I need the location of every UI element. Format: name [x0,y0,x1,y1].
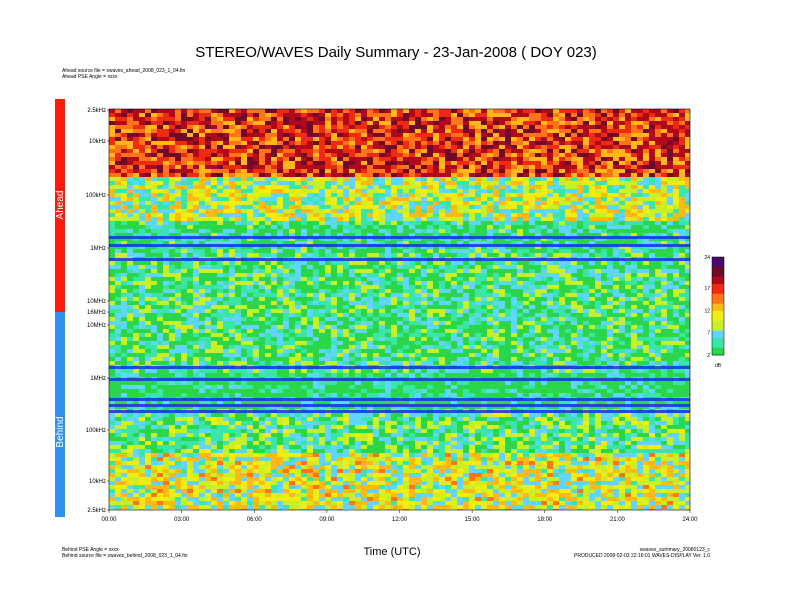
time-tick-0: 00:00 [101,517,117,523]
colorbar-cell-10 [712,281,724,285]
colorbar-cell-38 [712,350,724,354]
colorbar-cell-25 [712,318,724,322]
behind-label: Behind [55,416,66,447]
colorbar-cell-32 [712,335,724,339]
chart-title: STEREO/WAVES Daily Summary - 23-Jan-2008… [195,44,597,61]
colorbar-tick-2: 12 [704,308,710,314]
time-tick-4: 12:00 [392,517,408,523]
colorbar-cell-18 [712,301,724,305]
colorbar-cell-30 [712,330,724,334]
time-tick-6: 18:00 [537,517,553,523]
behind-freq-tick-1: 1MHz [90,376,106,382]
colorbar-cell-9 [712,279,724,282]
colorbar-cell-2 [712,261,724,265]
colorbar-cell-21 [712,308,724,312]
ahead-freq-tick-5: 16MHz [87,310,106,316]
colorbar-cell-17 [712,298,724,302]
x-axis-label: Time (UTC) [363,546,421,558]
colorbar-cell-23 [712,313,724,317]
time-tick-7: 21:00 [610,517,626,523]
colorbar-tick-4: 2 [707,353,710,359]
colorbar-cell-35 [712,342,724,346]
band-line-3 [109,366,690,369]
band-line-1 [109,244,690,247]
colorbar-cell-28 [712,325,724,329]
behind-source-note: Behind source file = swaves_behind_2008_… [62,553,188,559]
time-tick-1: 03:00 [174,517,190,523]
ahead-freq-tick-1: 10kHz [89,139,106,145]
behind-side-bar [55,312,65,517]
time-tick-2: 06:00 [247,517,263,523]
colorbar-cell-39 [712,352,724,356]
colorbar-tick-0: 24 [704,255,710,261]
colorbar-cell-13 [712,288,724,292]
ahead-freq-tick-3: 1MHz [90,246,106,252]
band-line-2 [109,258,690,261]
band-line-5 [109,398,690,401]
ahead-side-bar [55,99,65,312]
produced-note: PRODUCED 2008-02-03 22:16:01 WAVES-DISPL… [574,553,710,559]
band-line-4 [109,378,690,381]
colorbar-cell-22 [712,310,724,314]
colorbar-cell-29 [712,328,724,331]
behind-freq-tick-2: 100kHz [86,428,106,434]
colorbar-cell-3 [712,264,724,268]
band-line-6 [109,404,690,407]
ahead-source-note: Ahead source file = swaves_ahead_2008_02… [62,68,186,74]
behind-angle-note: Behind PSE Angle = xxxx [62,547,119,553]
colorbar-cell-16 [712,296,724,300]
colorbar-tick-1: 17 [704,286,710,292]
spectrogram-cells [109,109,690,510]
colorbar-frame [711,256,725,356]
time-tick-3: 09:00 [319,517,335,523]
colorbar-cell-14 [712,291,724,295]
ahead-freq-tick-4: 10MHz [87,299,106,305]
ahead-freq-tick-2: 100kHz [86,193,106,199]
behind-freq-tick-3: 10kHz [89,479,106,485]
behind-freq-tick-4: 2.5kHz [87,508,106,514]
colorbar-cell-26 [712,320,724,324]
colorbar-cell-1 [712,259,724,263]
colorbar-cell-0 [712,257,724,260]
ahead-label: Ahead [55,191,66,220]
ahead-freq-tick-0: 2.5kHz [87,108,106,114]
behind-freq-tick-0: 10MHz [87,323,106,329]
time-tick-8: 24:00 [682,517,698,523]
colorbar-cell-31 [712,332,724,336]
colorbar-tick-3: 7 [707,331,710,337]
colorbar-cell-24 [712,315,724,319]
colorbar-cell-6 [712,271,724,275]
colorbar-unit: dB [715,363,722,369]
colorbar-cell-5 [712,269,724,273]
colorbar-cell-12 [712,286,724,290]
colorbar-cell-11 [712,283,724,287]
colorbar-cell-19 [712,303,724,307]
ahead-angle-note: Ahead PSE Angle = xxxx [62,74,118,80]
colorbar-cell-20 [712,306,724,309]
band-line-0 [109,236,690,239]
colorbar-cell-8 [712,276,724,280]
colorbar-cell-7 [712,274,724,278]
colorbar-cell-4 [712,266,724,270]
colorbar-cell-34 [712,340,724,344]
summary-name-note: swaves_summary_20080123_c [639,547,710,553]
colorbar-cell-36 [712,345,724,349]
colorbar-cell-37 [712,347,724,351]
colorbar-cell-15 [712,293,724,297]
band-line-7 [109,410,690,413]
time-tick-5: 15:00 [465,517,481,523]
colorbar-cell-27 [712,323,724,327]
colorbar-cell-33 [712,337,724,341]
